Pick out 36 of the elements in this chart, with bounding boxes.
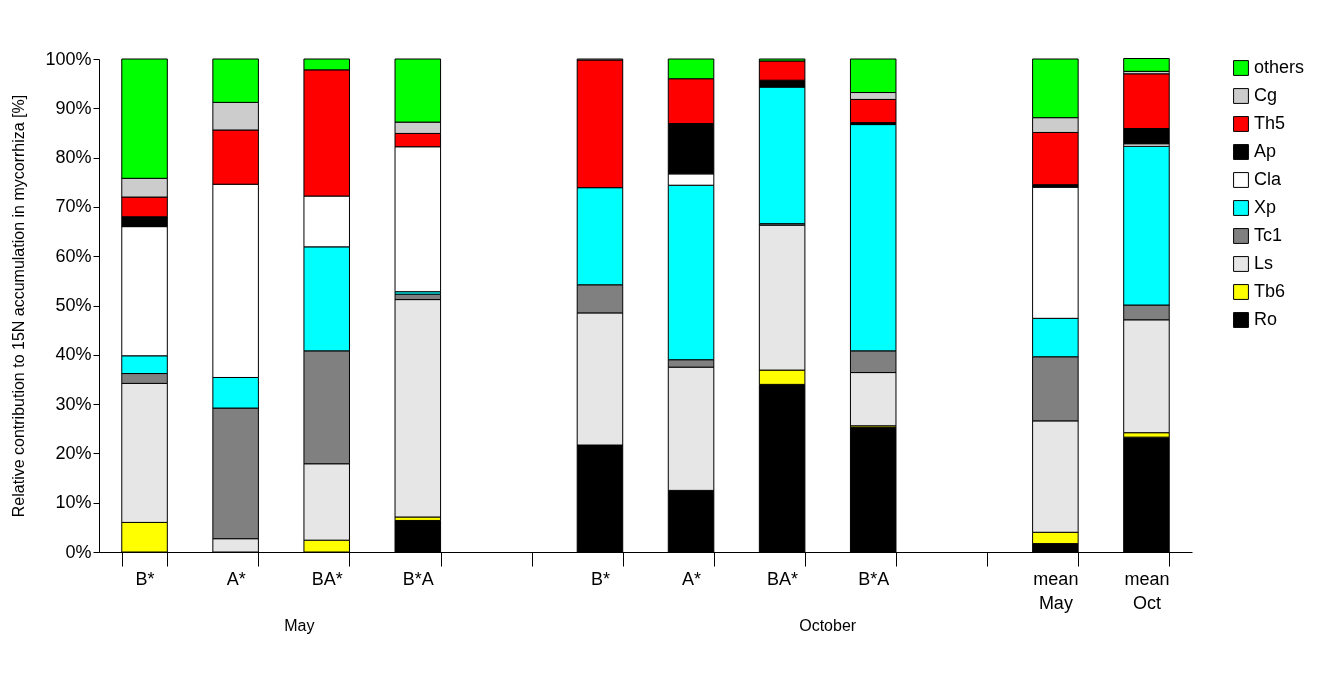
legend-label: others [1254, 57, 1305, 77]
legend-label: Tc1 [1254, 225, 1283, 245]
y-tick-label: 0% [65, 541, 92, 562]
bar [394, 299, 442, 518]
y-tick-label: 100% [45, 48, 92, 69]
x-tick-label: B* [135, 568, 155, 589]
legend-label: Ls [1254, 253, 1274, 273]
y-tick-label: 20% [55, 442, 92, 463]
legend-label: Ap [1254, 141, 1277, 161]
legend-label: Cg [1254, 85, 1278, 105]
y-axis-title: Relative contribution to 15N accumulation in mycorrhiza [%] [10, 94, 28, 518]
x-tick-label: A* [226, 568, 246, 589]
x-tick-label: BA* [767, 568, 799, 589]
y-tick-label: 30% [55, 393, 92, 414]
legend-label: Ro [1254, 309, 1278, 329]
x-tick-label: B* [590, 568, 610, 589]
y-tick-label: 10% [55, 492, 92, 513]
legend-label: Th5 [1254, 113, 1286, 133]
x-tick-label: B*A [402, 568, 434, 589]
text: October [799, 617, 857, 634]
bar [1123, 58, 1170, 72]
y-tick-label: 50% [55, 295, 92, 315]
y-tick-label: 70% [55, 196, 92, 217]
text: May [284, 617, 315, 634]
y-tick-label: 80% [55, 147, 92, 168]
x-tick-label: mean Oct [1124, 568, 1170, 613]
x-tick-label: BA* [311, 568, 343, 589]
legend-label: Xp [1254, 197, 1277, 217]
x-tick-label: mean May [1033, 568, 1079, 613]
y-tick-label: 90% [55, 97, 92, 118]
legend-label: Tb6 [1254, 281, 1286, 301]
y-tick-label: 40% [55, 344, 92, 365]
y-tick-label: 60% [55, 245, 92, 266]
legend-label: Cla [1254, 169, 1282, 189]
x-tick-label: A* [682, 568, 702, 589]
x-tick-label: B*A [858, 568, 890, 589]
